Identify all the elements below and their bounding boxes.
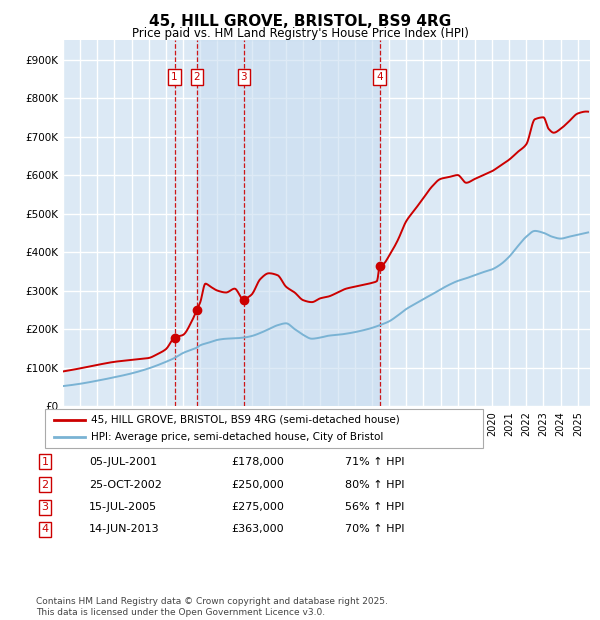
Text: HPI: Average price, semi-detached house, City of Bristol: HPI: Average price, semi-detached house,… bbox=[91, 432, 383, 442]
Text: £363,000: £363,000 bbox=[231, 525, 284, 534]
Text: £250,000: £250,000 bbox=[231, 480, 284, 490]
Text: 1: 1 bbox=[41, 457, 49, 467]
Text: 4: 4 bbox=[376, 72, 383, 82]
Text: 56% ↑ HPI: 56% ↑ HPI bbox=[345, 502, 404, 512]
Text: Price paid vs. HM Land Registry's House Price Index (HPI): Price paid vs. HM Land Registry's House … bbox=[131, 27, 469, 40]
Text: 80% ↑ HPI: 80% ↑ HPI bbox=[345, 480, 404, 490]
Text: £178,000: £178,000 bbox=[231, 457, 284, 467]
Text: Contains HM Land Registry data © Crown copyright and database right 2025.
This d: Contains HM Land Registry data © Crown c… bbox=[36, 598, 388, 617]
Text: 05-JUL-2001: 05-JUL-2001 bbox=[89, 457, 157, 467]
Text: 45, HILL GROVE, BRISTOL, BS9 4RG (semi-detached house): 45, HILL GROVE, BRISTOL, BS9 4RG (semi-d… bbox=[91, 415, 400, 425]
Text: £275,000: £275,000 bbox=[231, 502, 284, 512]
Text: 2: 2 bbox=[41, 480, 49, 490]
Text: 14-JUN-2013: 14-JUN-2013 bbox=[89, 525, 160, 534]
Text: 4: 4 bbox=[41, 525, 49, 534]
Text: 25-OCT-2002: 25-OCT-2002 bbox=[89, 480, 161, 490]
Text: 3: 3 bbox=[241, 72, 247, 82]
Text: 70% ↑ HPI: 70% ↑ HPI bbox=[345, 525, 404, 534]
Text: 2: 2 bbox=[194, 72, 200, 82]
Text: 15-JUL-2005: 15-JUL-2005 bbox=[89, 502, 157, 512]
Text: 45, HILL GROVE, BRISTOL, BS9 4RG: 45, HILL GROVE, BRISTOL, BS9 4RG bbox=[149, 14, 451, 29]
Text: 3: 3 bbox=[41, 502, 49, 512]
Text: 1: 1 bbox=[171, 72, 178, 82]
Bar bbox=[197, 40, 380, 406]
Text: 71% ↑ HPI: 71% ↑ HPI bbox=[345, 457, 404, 467]
